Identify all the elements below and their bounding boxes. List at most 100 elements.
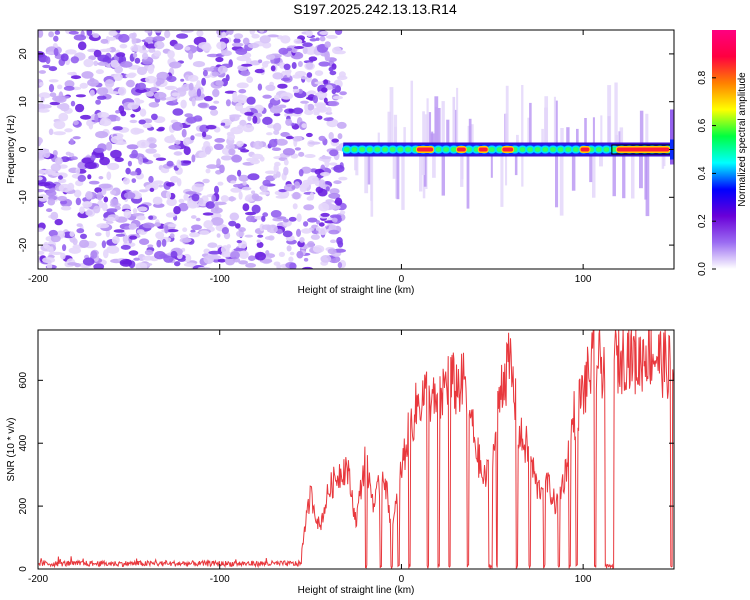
noise-mark	[38, 151, 46, 159]
noise-mark	[122, 177, 130, 185]
noise-mark	[248, 255, 256, 261]
noise-mark	[130, 113, 136, 118]
noise-mark	[155, 231, 165, 240]
noise-mark	[67, 72, 77, 76]
noise-mark	[262, 41, 272, 49]
noise-mark	[315, 37, 320, 41]
noise-mark	[62, 244, 67, 252]
signal-blob-core	[496, 147, 503, 152]
noise-mark	[171, 92, 181, 97]
noise-mark	[328, 100, 340, 107]
noise-mark	[318, 227, 327, 236]
noise-mark	[220, 122, 226, 126]
noise-mark	[134, 128, 145, 134]
noise-mark	[318, 222, 325, 227]
y-tick-label: -20	[18, 237, 29, 252]
noise-mark	[266, 224, 271, 233]
noise-mark	[173, 206, 181, 215]
noise-mark	[316, 115, 323, 120]
noise-mark	[95, 131, 109, 139]
noise-mark	[166, 229, 179, 233]
noise-mark	[148, 215, 154, 220]
noise-mark	[85, 210, 93, 216]
noise-mark	[320, 172, 330, 177]
noise-mark	[183, 146, 191, 156]
streak-mark	[619, 127, 624, 146]
noise-mark	[241, 186, 252, 191]
noise-mark	[110, 198, 119, 207]
noise-mark	[110, 190, 117, 195]
noise-mark	[306, 132, 313, 138]
noise-mark	[93, 60, 98, 66]
noise-mark	[68, 247, 82, 254]
noise-mark	[302, 46, 308, 55]
noise-mark	[54, 218, 63, 226]
noise-mark	[38, 227, 44, 232]
noise-mark	[308, 141, 321, 145]
noise-mark	[324, 51, 330, 60]
noise-mark	[255, 251, 266, 261]
noise-mark	[211, 71, 220, 77]
noise-mark	[112, 126, 123, 131]
noise-mark	[233, 33, 244, 39]
noise-mark	[241, 63, 253, 67]
noise-mark	[246, 76, 254, 83]
noise-mark	[286, 69, 291, 78]
noise-mark	[325, 186, 330, 192]
noise-mark	[160, 97, 167, 101]
noise-mark	[191, 97, 196, 107]
streak-mark	[354, 153, 358, 171]
noise-mark	[319, 156, 332, 160]
noise-mark	[42, 257, 56, 264]
noise-mark	[134, 97, 141, 102]
noise-mark	[273, 130, 280, 135]
noise-mark	[339, 91, 347, 96]
noise-mark	[332, 217, 338, 223]
noise-mark	[180, 78, 185, 82]
noise-mark	[229, 212, 240, 221]
noise-mark	[288, 108, 294, 113]
noise-mark	[202, 212, 214, 216]
colorbar-tick-label: 0.6	[697, 118, 708, 132]
strong-signal-core	[478, 147, 488, 152]
signal-blob-core	[557, 147, 564, 152]
noise-mark	[191, 154, 196, 163]
noise-mark	[158, 184, 164, 188]
noise-mark	[256, 241, 264, 248]
noise-mark	[318, 61, 331, 67]
noise-mark	[142, 52, 149, 60]
streak-mark	[600, 115, 603, 146]
noise-mark	[216, 158, 221, 167]
noise-mark	[214, 138, 226, 143]
signal-blob-core	[374, 147, 381, 152]
noise-mark	[105, 48, 112, 52]
signal-blob-core	[443, 147, 450, 152]
y-axis-label: Frequency (Hz)	[6, 115, 17, 184]
streak-mark	[592, 117, 595, 146]
noise-mark	[46, 262, 53, 269]
noise-mark	[179, 237, 192, 243]
noise-mark	[242, 181, 247, 186]
noise-mark	[107, 162, 120, 171]
noise-mark	[75, 103, 85, 113]
noise-mark	[148, 102, 160, 108]
noise-mark	[154, 251, 166, 260]
noise-mark	[213, 100, 220, 104]
noise-mark	[231, 154, 243, 163]
noise-mark	[96, 111, 110, 119]
noise-mark	[324, 41, 331, 48]
noise-mark	[145, 148, 157, 154]
noise-mark	[300, 76, 308, 80]
noise-mark	[57, 84, 63, 90]
noise-mark	[253, 140, 263, 150]
noise-mark	[289, 262, 297, 269]
y-tick-label: 400	[18, 434, 29, 451]
y-tick-label: -10	[18, 190, 29, 205]
noise-mark	[115, 116, 121, 122]
signal-blob-core	[595, 147, 602, 152]
noise-mark	[273, 112, 281, 117]
noise-mark	[166, 75, 177, 83]
noise-mark	[282, 218, 289, 223]
noise-mark	[180, 30, 194, 33]
streak-mark	[529, 102, 532, 146]
